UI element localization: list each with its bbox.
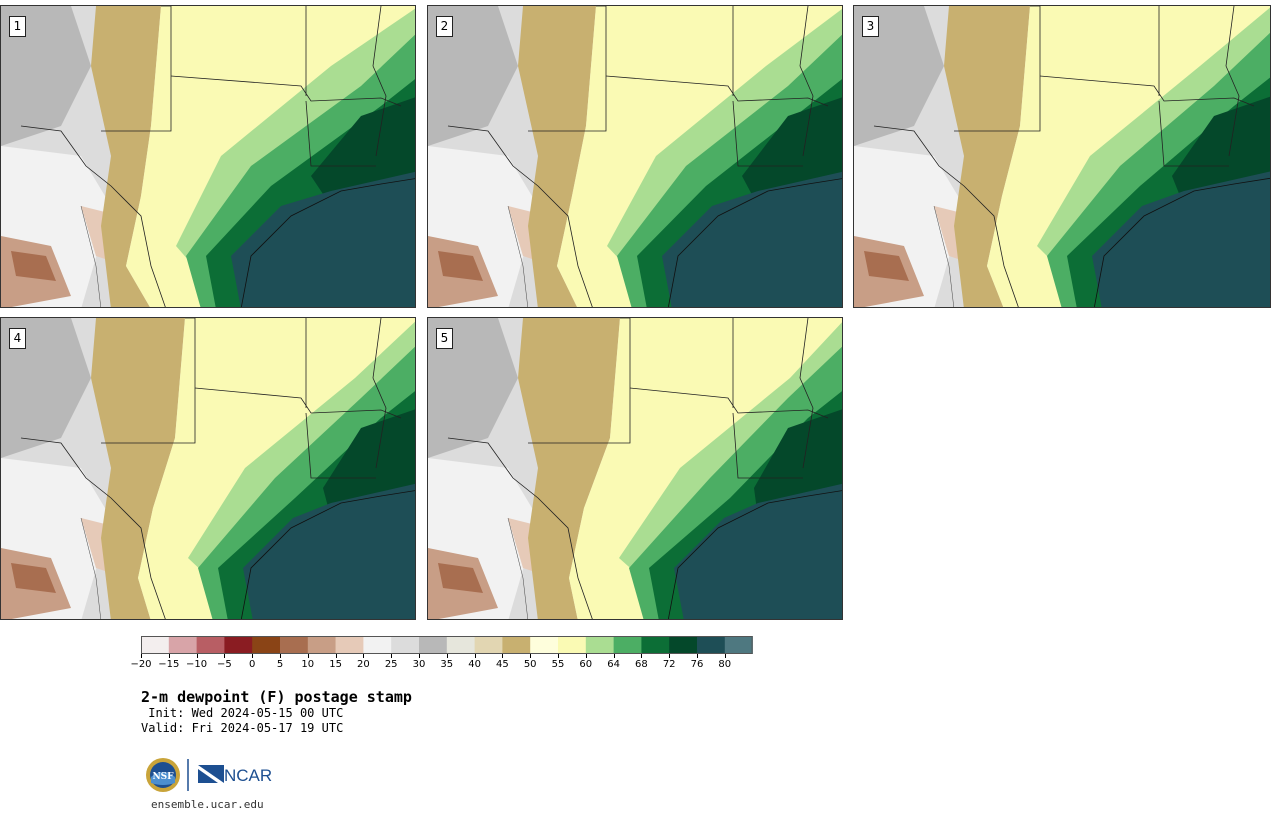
forecast-panel-5: 5 bbox=[427, 317, 843, 620]
colorbar-swatch bbox=[558, 636, 587, 654]
forecast-panel-1: 1 bbox=[0, 5, 416, 308]
colorbar-swatch bbox=[196, 636, 225, 654]
colorbar-swatch bbox=[613, 636, 642, 654]
valid-time: Valid: Fri 2024-05-17 19 UTC bbox=[141, 721, 344, 735]
colorbar-swatch bbox=[252, 636, 281, 654]
colorbar-tick-label: −5 bbox=[217, 659, 232, 670]
colorbar-swatch bbox=[724, 636, 753, 654]
colorbar-tick-label: 72 bbox=[662, 659, 676, 670]
colorbar-tick-mark bbox=[280, 654, 281, 658]
colorbar-tick-mark bbox=[558, 654, 559, 658]
colorbar-ticks: −20 −15 −10 −5 0 5 10 15 20 25 30 35 40 45 50 55 60 64 68 7… bbox=[130, 654, 761, 674]
colorbar-tick-label: −20 bbox=[130, 659, 152, 670]
colorbar-tick-mark bbox=[141, 654, 142, 658]
colorbar-tick-mark bbox=[196, 654, 198, 658]
nsf-text: NSF bbox=[152, 772, 174, 782]
colorbar-tick-mark bbox=[502, 654, 504, 658]
colorbar-swatch bbox=[419, 636, 448, 654]
colorbar-swatch bbox=[280, 636, 309, 654]
colorbar-swatch bbox=[363, 636, 392, 654]
dewpoint-map bbox=[1, 318, 415, 619]
colorbar-tick-mark bbox=[307, 654, 309, 658]
colorbar-tick-mark bbox=[474, 654, 476, 658]
colorbar-tick-mark bbox=[446, 654, 448, 658]
colorbar-tick-mark bbox=[641, 654, 643, 658]
forecast-panel-4: 4 bbox=[0, 317, 416, 620]
colorbar-tick-mark bbox=[363, 654, 365, 658]
panel-number-label: 4 bbox=[9, 328, 26, 349]
dewpoint-map bbox=[428, 318, 842, 619]
colorbar-tick-mark bbox=[335, 654, 337, 658]
colorbar-tick-label: −15 bbox=[158, 659, 180, 670]
colorbar-tick-mark bbox=[168, 654, 170, 658]
colorbar-tick-label: −10 bbox=[186, 659, 208, 670]
colorbar-tick-label: 76 bbox=[690, 659, 704, 670]
nsf-ncar-logo: NSF NCAR bbox=[146, 757, 276, 797]
colorbar-tick-label: 64 bbox=[607, 659, 620, 670]
colorbar-tick-mark bbox=[697, 654, 698, 658]
colorbar-swatch bbox=[307, 636, 336, 654]
dewpoint-map bbox=[854, 6, 1270, 307]
colorbar-swatch bbox=[141, 636, 170, 654]
colorbar-tick-mark bbox=[391, 654, 393, 658]
colorbar-swatch bbox=[669, 636, 698, 654]
colorbar-tick-mark bbox=[585, 654, 587, 658]
colorbar-swatch bbox=[168, 636, 197, 654]
colorbar-swatch bbox=[530, 636, 559, 654]
ncar-mark-icon bbox=[198, 765, 224, 783]
colorbar bbox=[141, 636, 753, 654]
dewpoint-map bbox=[428, 6, 842, 307]
colorbar-swatch bbox=[335, 636, 364, 654]
colorbar-tick-mark bbox=[252, 654, 254, 658]
colorbar-tick-label: 30 bbox=[412, 659, 426, 670]
colorbar-tick-label: 45 bbox=[496, 659, 509, 670]
colorbar-tick-label: 35 bbox=[440, 659, 454, 670]
colorbar-tick-label: 60 bbox=[579, 659, 593, 670]
colorbar-swatch bbox=[446, 636, 475, 654]
colorbar-tick-mark bbox=[724, 654, 726, 658]
colorbar-tick-label: 25 bbox=[384, 659, 398, 670]
colorbar-swatch bbox=[585, 636, 614, 654]
colorbar-tick-label: 80 bbox=[718, 659, 732, 670]
forecast-panel-3: 3 bbox=[853, 5, 1271, 308]
colorbar-tick-mark bbox=[613, 654, 615, 658]
colorbar-tick-mark bbox=[530, 654, 532, 658]
panel-number-label: 1 bbox=[9, 16, 26, 37]
init-time: Init: Wed 2024-05-15 00 UTC bbox=[141, 706, 344, 720]
colorbar-tick-label: 40 bbox=[468, 659, 481, 670]
colorbar-tick-label: 15 bbox=[329, 659, 342, 670]
plot-title: 2-m dewpoint (F) postage stamp bbox=[141, 688, 412, 706]
panel-number-label: 5 bbox=[436, 328, 453, 349]
panel-number-label: 2 bbox=[436, 16, 453, 37]
colorbar-swatch bbox=[391, 636, 420, 654]
forecast-panel-2: 2 bbox=[427, 5, 843, 308]
colorbar-swatch bbox=[641, 636, 670, 654]
panel-number-label: 3 bbox=[862, 16, 879, 37]
colorbar-tick-mark bbox=[224, 654, 226, 658]
colorbar-tick-label: 20 bbox=[357, 659, 370, 670]
colorbar-swatch bbox=[474, 636, 503, 654]
colorbar-tick-label: 68 bbox=[635, 659, 648, 670]
website-url: ensemble.ucar.edu bbox=[151, 798, 264, 811]
colorbar-swatch bbox=[697, 636, 726, 654]
colorbar-tick-mark bbox=[669, 654, 671, 658]
colorbar-tick-mark bbox=[419, 654, 420, 658]
colorbar-tick-label: 50 bbox=[523, 659, 537, 670]
colorbar-tick-label: 5 bbox=[276, 659, 284, 670]
dewpoint-map bbox=[1, 6, 415, 307]
colorbar-tick-label: 0 bbox=[249, 659, 256, 670]
ncar-text: NCAR bbox=[224, 766, 272, 785]
colorbar-tick-label: 10 bbox=[301, 659, 315, 670]
colorbar-swatch bbox=[502, 636, 531, 654]
colorbar-tick-label: 55 bbox=[551, 659, 565, 670]
colorbar-swatch bbox=[224, 636, 253, 654]
